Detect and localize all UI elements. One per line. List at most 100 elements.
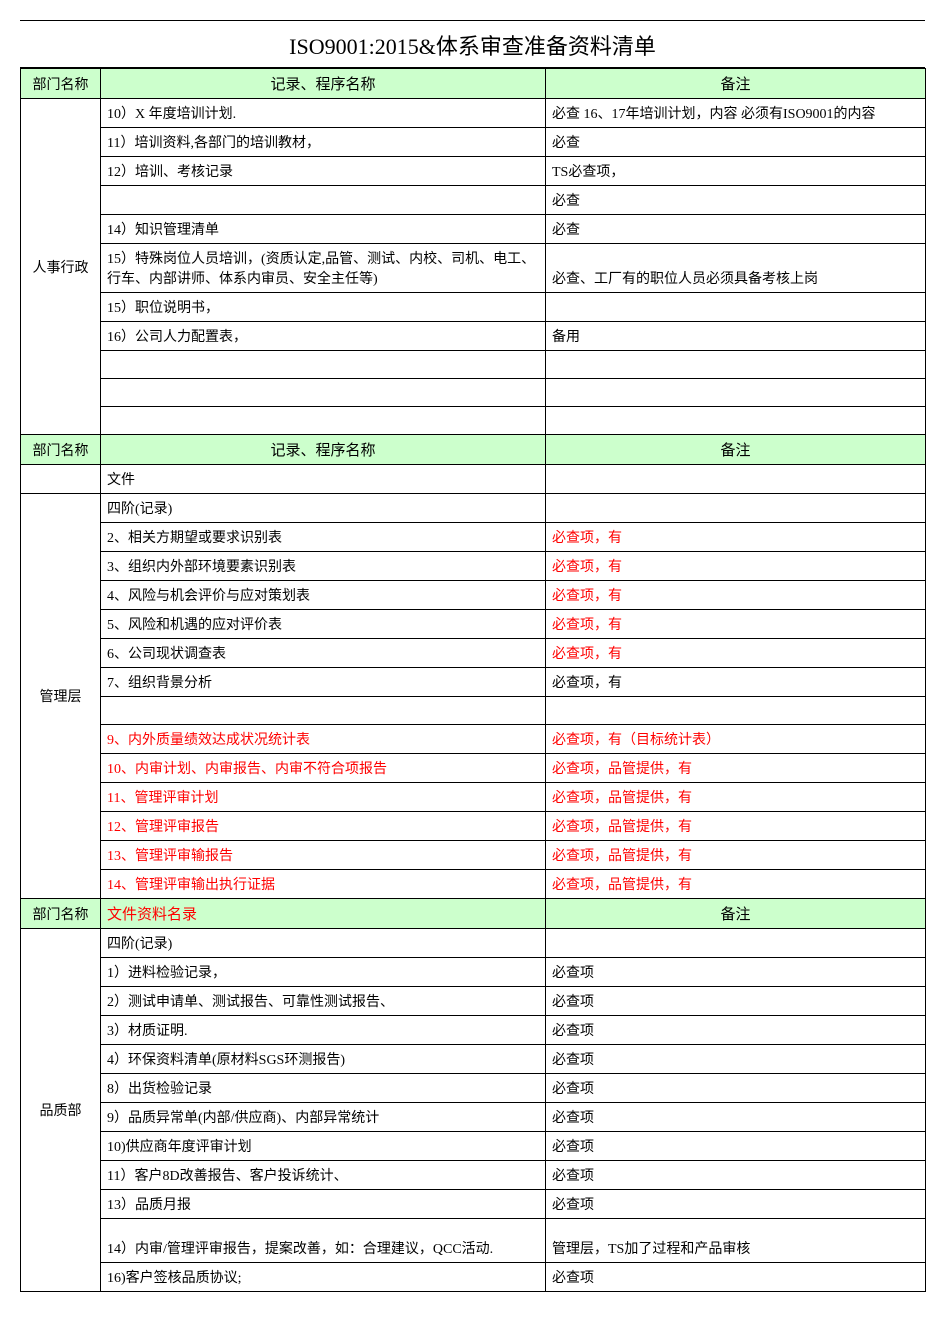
- table-row: 9、内外质量绩效达成状况统计表必查项，有（目标统计表）: [21, 725, 926, 754]
- note-cell: [546, 379, 926, 407]
- record-name: 文件: [101, 465, 546, 494]
- note-cell: [546, 929, 926, 958]
- record-name: 10)供应商年度评审计划: [101, 1132, 546, 1161]
- table-row: 8）出货检验记录必查项: [21, 1074, 926, 1103]
- record-name: 6、公司现状调查表: [101, 639, 546, 668]
- note-cell: 必查项: [546, 1190, 926, 1219]
- dept-empty: [21, 465, 101, 494]
- note-cell: 必查项，有: [546, 523, 926, 552]
- table-row: 文件: [21, 465, 926, 494]
- header-record: 文件资料名录: [101, 899, 546, 929]
- record-name: 11、管理评审计划: [101, 783, 546, 812]
- note-cell: 必查项: [546, 1074, 926, 1103]
- table-row: 7、组织背景分析必查项，有: [21, 668, 926, 697]
- table-row: 13、管理评审输报告必查项，品管提供，有: [21, 841, 926, 870]
- table-header-row: 部门名称文件资料名录备注: [21, 899, 926, 929]
- note-cell: [546, 293, 926, 322]
- table-row: [21, 697, 926, 725]
- table-row: [21, 379, 926, 407]
- table-row: 14）内审/管理评审报告，提案改善，如：合理建议，QCC活动.管理层，TS加了过…: [21, 1219, 926, 1263]
- note-cell: 必查项，有: [546, 610, 926, 639]
- dept-label: 人事行政: [21, 99, 101, 435]
- table-row: 2）测试申请单、测试报告、可靠性测试报告、必查项: [21, 987, 926, 1016]
- note-cell: 必查: [546, 128, 926, 157]
- table-row: 12、管理评审报告必查项，品管提供，有: [21, 812, 926, 841]
- note-cell: 必查项: [546, 1016, 926, 1045]
- record-name: 16）公司人力配置表，: [101, 322, 546, 351]
- record-name: [101, 351, 546, 379]
- table-row: 必查: [21, 186, 926, 215]
- record-name: 7、组织背景分析: [101, 668, 546, 697]
- note-cell: 必查: [546, 186, 926, 215]
- table-row: [21, 351, 926, 379]
- header-note: 备注: [546, 435, 926, 465]
- header-note: 备注: [546, 899, 926, 929]
- record-name: 四阶(记录): [101, 494, 546, 523]
- note-cell: [546, 407, 926, 435]
- table-row: 5、风险和机遇的应对评价表必查项，有: [21, 610, 926, 639]
- record-name: 四阶(记录): [101, 929, 546, 958]
- note-cell: [546, 351, 926, 379]
- table-row: [21, 407, 926, 435]
- record-name: 9、内外质量绩效达成状况统计表: [101, 725, 546, 754]
- table-row: 4）环保资料清单(原材料SGS环测报告)必查项: [21, 1045, 926, 1074]
- note-cell: 必查项: [546, 1045, 926, 1074]
- note-cell: 必查项: [546, 1161, 926, 1190]
- record-name: 1）进料检验记录，: [101, 958, 546, 987]
- note-cell: [546, 494, 926, 523]
- table-row: 4、风险与机会评价与应对策划表必查项，有: [21, 581, 926, 610]
- table-row: 1）进料检验记录，必查项: [21, 958, 926, 987]
- record-name: 2）测试申请单、测试报告、可靠性测试报告、: [101, 987, 546, 1016]
- header-record: 记录、程序名称: [101, 69, 546, 99]
- record-name: 16)客户签核品质协议;: [101, 1263, 546, 1292]
- record-name: 11）客户8D改善报告、客户投诉统计、: [101, 1161, 546, 1190]
- note-cell: 必查项，品管提供，有: [546, 812, 926, 841]
- record-name: [101, 407, 546, 435]
- table-row: 15）特殊岗位人员培训，(资质认定,品管、测试、内校、司机、电工、行车、内部讲师…: [21, 244, 926, 293]
- record-name: 2、相关方期望或要求识别表: [101, 523, 546, 552]
- record-name: 15）特殊岗位人员培训，(资质认定,品管、测试、内校、司机、电工、行车、内部讲师…: [101, 244, 546, 293]
- record-name: [101, 186, 546, 215]
- record-name: 14）内审/管理评审报告，提案改善，如：合理建议，QCC活动.: [101, 1219, 546, 1263]
- record-name: 14）知识管理清单: [101, 215, 546, 244]
- note-cell: 必查项，有: [546, 668, 926, 697]
- header-note: 备注: [546, 69, 926, 99]
- table-row: 12）培训、考核记录TS必查项，: [21, 157, 926, 186]
- table-row: 3）材质证明.必查项: [21, 1016, 926, 1045]
- note-cell: 必查项，品管提供，有: [546, 870, 926, 899]
- page-title: ISO9001:2015&体系审查准备资料清单: [20, 21, 925, 68]
- record-name: 3）材质证明.: [101, 1016, 546, 1045]
- note-cell: 必查项，有: [546, 581, 926, 610]
- header-dept: 部门名称: [21, 899, 101, 929]
- table-row: 3、组织内外部环境要素识别表必查项，有: [21, 552, 926, 581]
- note-cell: 必查: [546, 215, 926, 244]
- note-cell: TS必查项，: [546, 157, 926, 186]
- table-row: 人事行政10）X 年度培训计划.必查 16、17年培训计划，内容 必须有ISO9…: [21, 99, 926, 128]
- note-cell: 必查项: [546, 958, 926, 987]
- table-row: 13）品质月报必查项: [21, 1190, 926, 1219]
- note-cell: 管理层，TS加了过程和产品审核: [546, 1219, 926, 1263]
- note-cell: 备用: [546, 322, 926, 351]
- record-name: 14、管理评审输出执行证据: [101, 870, 546, 899]
- table-row: 16）公司人力配置表，备用: [21, 322, 926, 351]
- table-header-row: 部门名称记录、程序名称备注: [21, 435, 926, 465]
- record-name: 9）品质异常单(内部/供应商)、内部异常统计: [101, 1103, 546, 1132]
- table-row: 15）职位说明书，: [21, 293, 926, 322]
- record-name: 4）环保资料清单(原材料SGS环测报告): [101, 1045, 546, 1074]
- table-row: 9）品质异常单(内部/供应商)、内部异常统计必查项: [21, 1103, 926, 1132]
- note-cell: 必查、工厂有的职位人员必须具备考核上岗: [546, 244, 926, 293]
- note-cell: 必查项: [546, 987, 926, 1016]
- table-header-row: 部门名称记录、程序名称备注: [21, 69, 926, 99]
- note-cell: 必查项，品管提供，有: [546, 841, 926, 870]
- table-row: 10、内审计划、内审报告、内审不符合项报告必查项，品管提供，有: [21, 754, 926, 783]
- record-name: 13）品质月报: [101, 1190, 546, 1219]
- record-name: 10）X 年度培训计划.: [101, 99, 546, 128]
- record-name: 8）出货检验记录: [101, 1074, 546, 1103]
- table-row: 16)客户签核品质协议;必查项: [21, 1263, 926, 1292]
- table-row: 品质部四阶(记录): [21, 929, 926, 958]
- record-name: 3、组织内外部环境要素识别表: [101, 552, 546, 581]
- table-row: 管理层四阶(记录): [21, 494, 926, 523]
- dept-label: 管理层: [21, 494, 101, 899]
- note-cell: 必查项: [546, 1132, 926, 1161]
- note-cell: 必查项，有: [546, 552, 926, 581]
